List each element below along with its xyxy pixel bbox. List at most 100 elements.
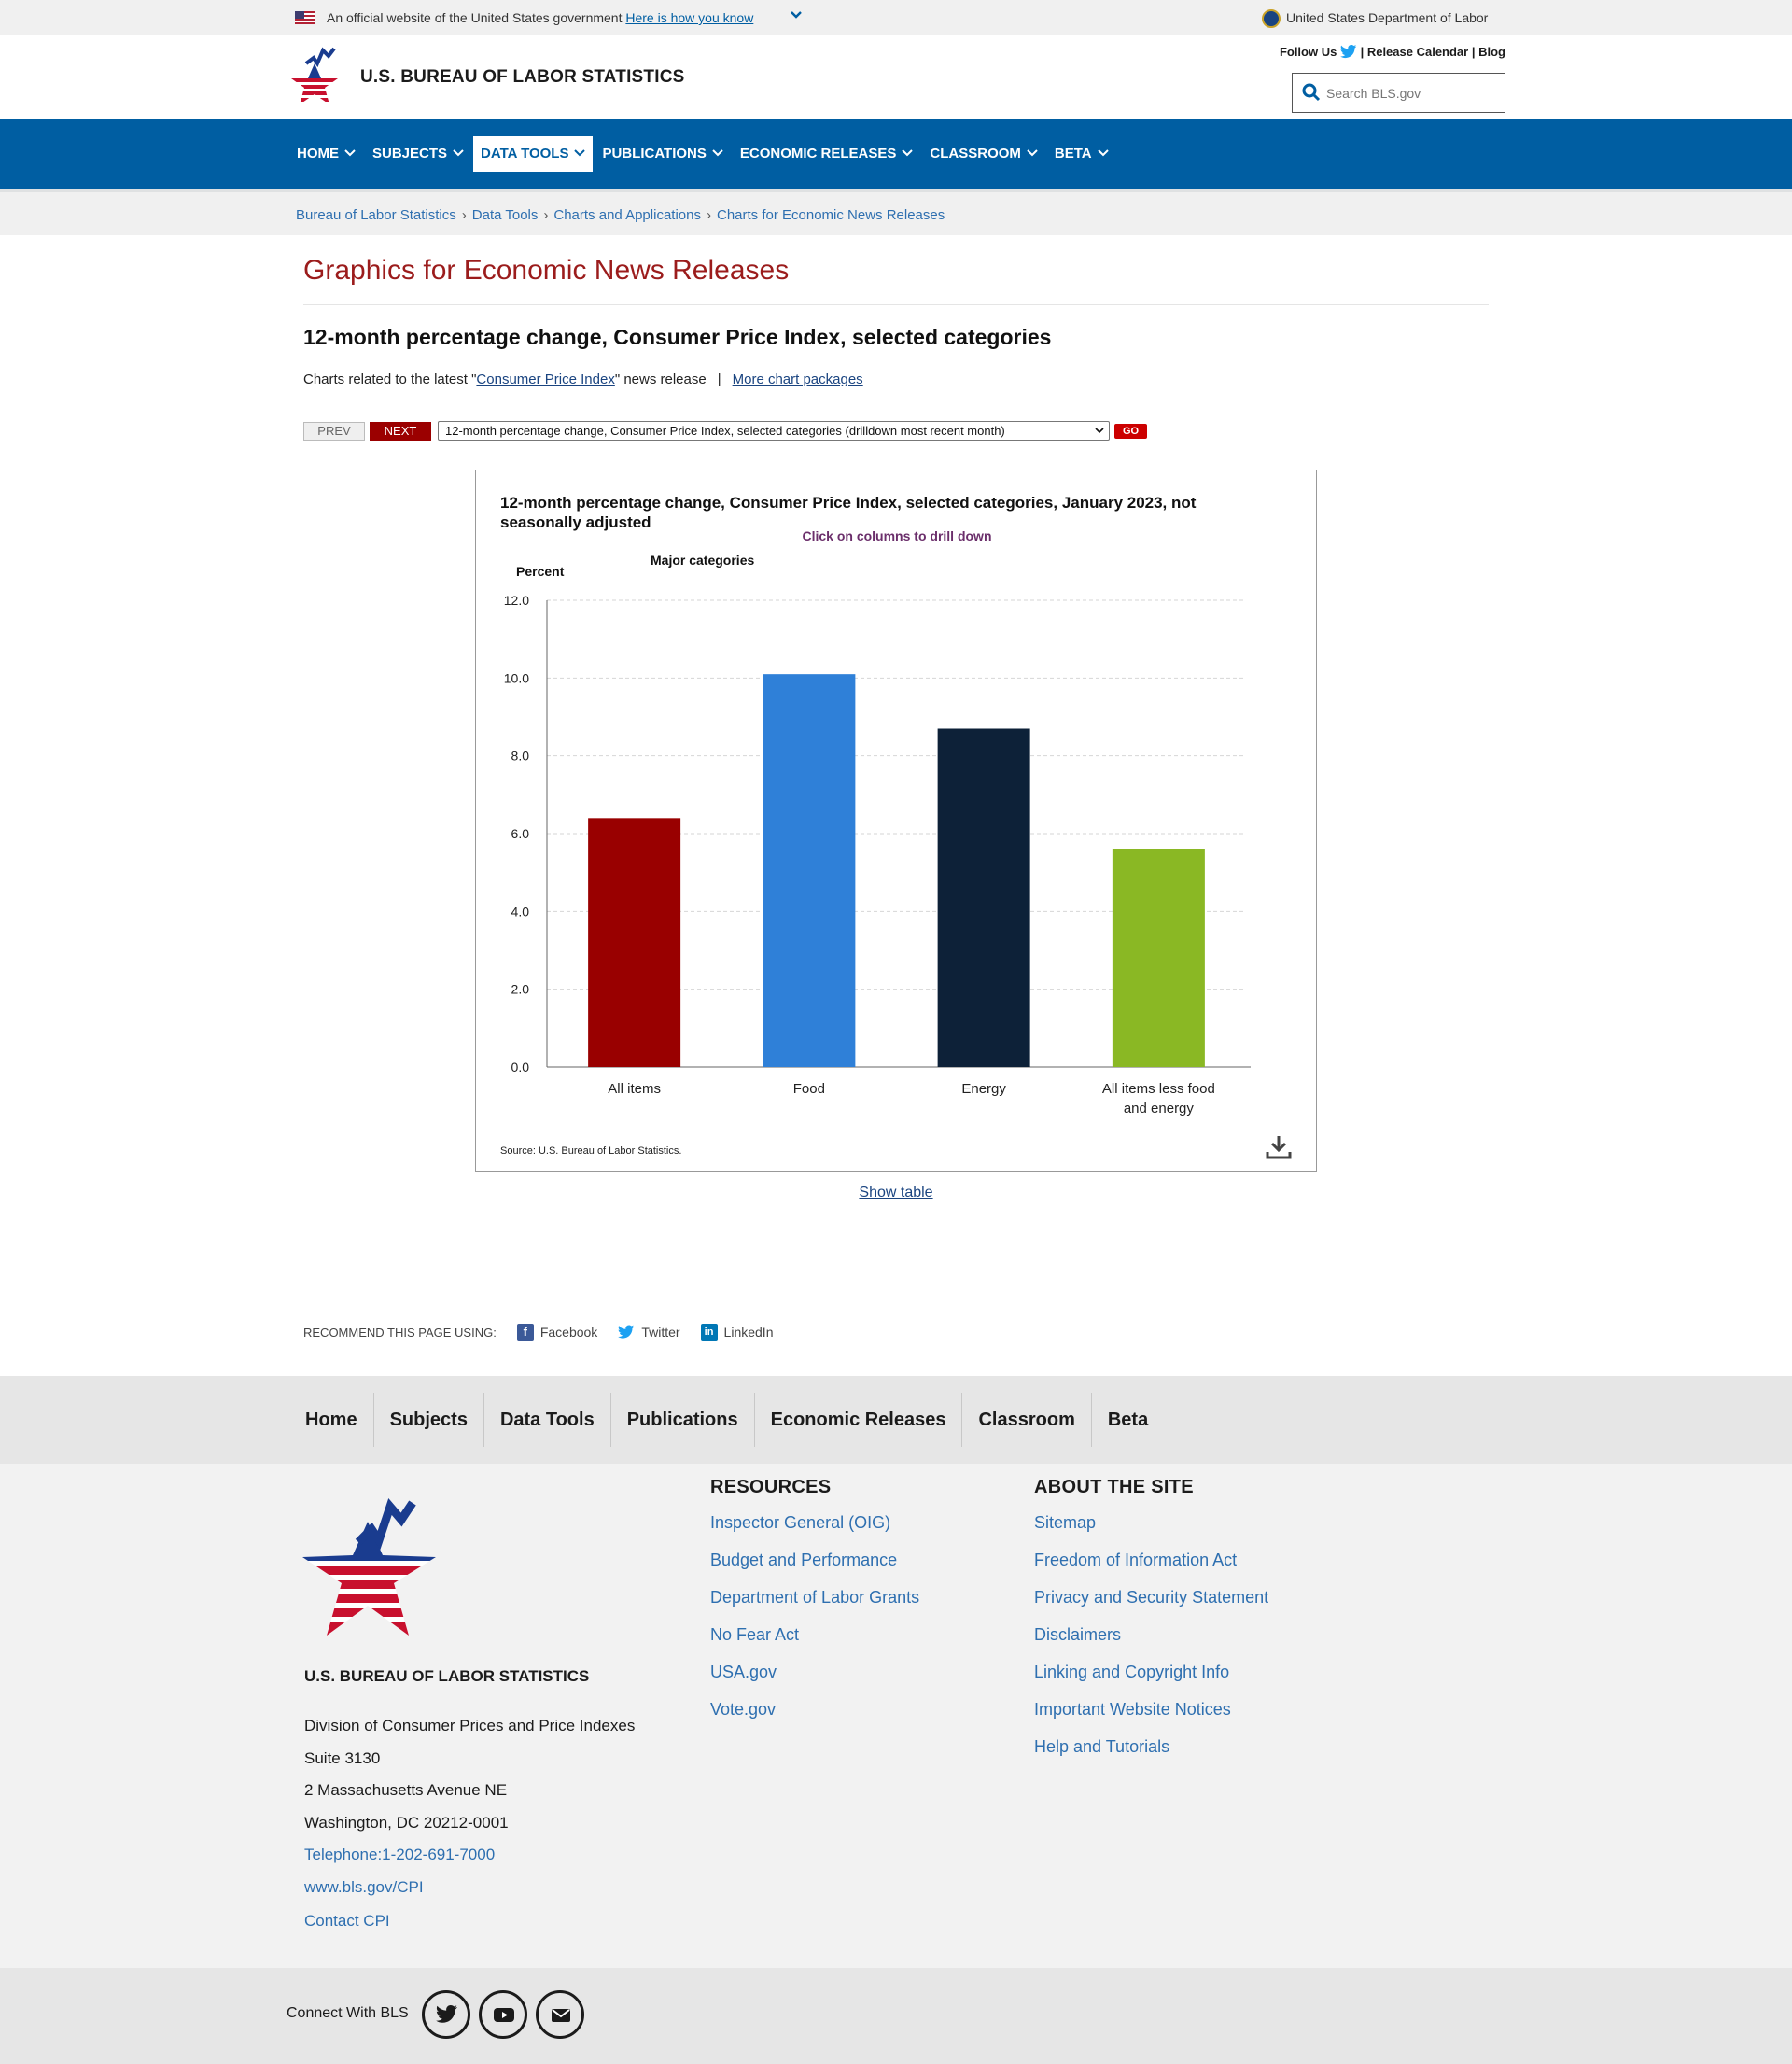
y-tick-label: 8.0 (511, 749, 530, 764)
twitter-share[interactable]: Twitter (618, 1324, 680, 1341)
about-link[interactable]: Freedom of Information Act (1034, 1551, 1238, 1569)
website-link[interactable]: www.bls.gov/CPI (304, 1877, 424, 1896)
youtube-button[interactable] (479, 1990, 527, 2039)
chevron-down-icon (1097, 149, 1109, 157)
breadcrumb-item[interactable]: Charts for Economic News Releases (716, 207, 945, 223)
chevron-down-icon (712, 149, 723, 157)
site-header: U.S. BUREAU OF LABOR STATISTICS Follow U… (0, 35, 1792, 119)
x-tick-label: All items less food (1102, 1081, 1215, 1097)
chevron-down-icon (1095, 428, 1104, 434)
site-title[interactable]: U.S. BUREAU OF LABOR STATISTICS (360, 67, 685, 87)
resources-link[interactable]: USA.gov (710, 1663, 777, 1681)
nav-label: CLASSROOM (930, 146, 1021, 161)
footer-nav-subjects[interactable]: Subjects (374, 1393, 484, 1447)
footer-nav-classroom[interactable]: Classroom (962, 1393, 1092, 1447)
bar[interactable] (588, 818, 681, 1067)
resources-link[interactable]: Department of Labor Grants (710, 1588, 920, 1607)
y-tick-label: 4.0 (511, 904, 530, 919)
chevron-down-icon[interactable] (790, 8, 803, 24)
release-calendar-link[interactable]: Release Calendar (1366, 45, 1469, 59)
resources-link[interactable]: Inspector General (OIG) (710, 1513, 891, 1532)
bar[interactable] (763, 674, 856, 1067)
prev-button[interactable]: PREV (303, 422, 365, 441)
nav-label: DATA TOOLS (481, 146, 569, 161)
drill-down-note: Click on columns to drill down (802, 528, 992, 543)
bar[interactable] (1112, 849, 1205, 1067)
main-nav: HOME SUBJECTS DATA TOOLS PUBLICATIONS EC… (0, 119, 1792, 189)
show-table: Show table (0, 1185, 1792, 1201)
nav-label: BETA (1054, 146, 1092, 161)
here-is-how-you-know-link[interactable]: Here is how you know (625, 10, 754, 25)
nav-economic-releases[interactable]: ECONOMIC RELEASES (733, 136, 921, 172)
nav-subjects[interactable]: SUBJECTS (365, 136, 471, 172)
bar[interactable] (937, 728, 1030, 1068)
linkedin-share[interactable]: in LinkedIn (700, 1324, 773, 1341)
chevron-right-icon: › (706, 207, 711, 223)
search-input[interactable] (1326, 82, 1499, 105)
bls-logo-icon[interactable] (286, 43, 343, 108)
x-tick-label: and energy (1124, 1101, 1195, 1116)
about-link[interactable]: Disclaimers (1034, 1625, 1122, 1644)
twitter-icon (618, 1325, 635, 1339)
resources-link[interactable]: Vote.gov (710, 1700, 777, 1719)
search-icon[interactable] (1302, 83, 1321, 102)
email-button[interactable] (536, 1990, 584, 2039)
footer-nav-publications[interactable]: Publications (611, 1393, 755, 1447)
about-link[interactable]: Privacy and Security Statement (1034, 1588, 1269, 1607)
breadcrumb-item[interactable]: Bureau of Labor Statistics (296, 207, 456, 223)
nav-home[interactable]: HOME (289, 136, 363, 172)
twitter-icon[interactable] (1340, 45, 1357, 59)
facebook-share[interactable]: f Facebook (516, 1324, 598, 1341)
cpi-release-link[interactable]: Consumer Price Index (476, 372, 615, 387)
go-button[interactable]: GO (1114, 424, 1147, 439)
twitter-label: Twitter (641, 1325, 680, 1340)
chevron-right-icon: › (543, 207, 549, 223)
y-axis-label: Percent (516, 564, 565, 579)
footer: U.S. BUREAU OF LABOR STATISTICS Division… (0, 1464, 1792, 1968)
about-link[interactable]: Sitemap (1034, 1513, 1097, 1532)
nav-publications[interactable]: PUBLICATIONS (595, 136, 730, 172)
facebook-label: Facebook (539, 1325, 598, 1340)
footer-nav-home[interactable]: Home (289, 1393, 374, 1447)
about-link[interactable]: Important Website Notices (1034, 1700, 1231, 1719)
y-tick-label: 10.0 (504, 670, 529, 685)
x-tick-label: Food (793, 1081, 825, 1097)
breadcrumb: Bureau of Labor Statistics › Data Tools › Ch… (296, 207, 945, 223)
chart-container: 12-month percentage change, Consumer Pri… (475, 470, 1317, 1172)
nav-data-tools[interactable]: DATA TOOLS (473, 136, 594, 172)
twitter-button[interactable] (422, 1990, 470, 2039)
bls-logo-icon (302, 1498, 436, 1636)
recommend-bar: RECOMMEND THIS PAGE USING: f Facebook Twi… (303, 1324, 793, 1341)
dol-link[interactable]: United States Department of Labor (1286, 10, 1489, 25)
contact-cpi-link[interactable]: Contact CPI (304, 1912, 390, 1930)
dol-seal-icon (1262, 9, 1281, 28)
chevron-down-icon (1027, 149, 1038, 157)
telephone-link[interactable]: Telephone:1-202-691-7000 (304, 1846, 496, 1863)
search-box[interactable] (1292, 73, 1505, 113)
nav-beta[interactable]: BETA (1047, 136, 1116, 172)
breadcrumb-item[interactable]: Data Tools (471, 207, 539, 223)
chart-heading: 12-month percentage change, Consumer Pri… (303, 325, 1052, 349)
resources-link[interactable]: Budget and Performance (710, 1551, 898, 1569)
footer-nav-data-tools[interactable]: Data Tools (484, 1393, 611, 1447)
download-icon[interactable] (1265, 1133, 1293, 1161)
footer-nav-beta[interactable]: Beta (1107, 1410, 1149, 1430)
about-link[interactable]: Help and Tutorials (1034, 1737, 1170, 1756)
nav-classroom[interactable]: CLASSROOM (922, 136, 1045, 172)
footer-nav-economic-releases[interactable]: Economic Releases (755, 1393, 963, 1447)
resources-link[interactable]: No Fear Act (710, 1625, 800, 1644)
header-links: Follow Us | Release Calendar | Blog (1279, 45, 1505, 59)
related-suffix: " news release (614, 372, 707, 387)
about-link[interactable]: Linking and Copyright Info (1034, 1663, 1230, 1681)
show-table-link[interactable]: Show table (859, 1185, 933, 1200)
more-chart-packages-link[interactable]: More chart packages (732, 372, 863, 387)
blog-link[interactable]: Blog (1478, 45, 1505, 59)
breadcrumb-item[interactable]: Charts and Applications (553, 207, 701, 223)
nav-label: PUBLICATIONS (602, 146, 707, 161)
chart-select[interactable]: 12-month percentage change, Consumer Pri… (438, 421, 1110, 441)
about-heading: ABOUT THE SITE (1034, 1477, 1194, 1497)
related-prefix: Charts related to the latest " (303, 372, 477, 387)
divider (303, 304, 1489, 305)
next-button[interactable]: NEXT (370, 422, 431, 441)
x-tick-label: All items (608, 1081, 661, 1097)
